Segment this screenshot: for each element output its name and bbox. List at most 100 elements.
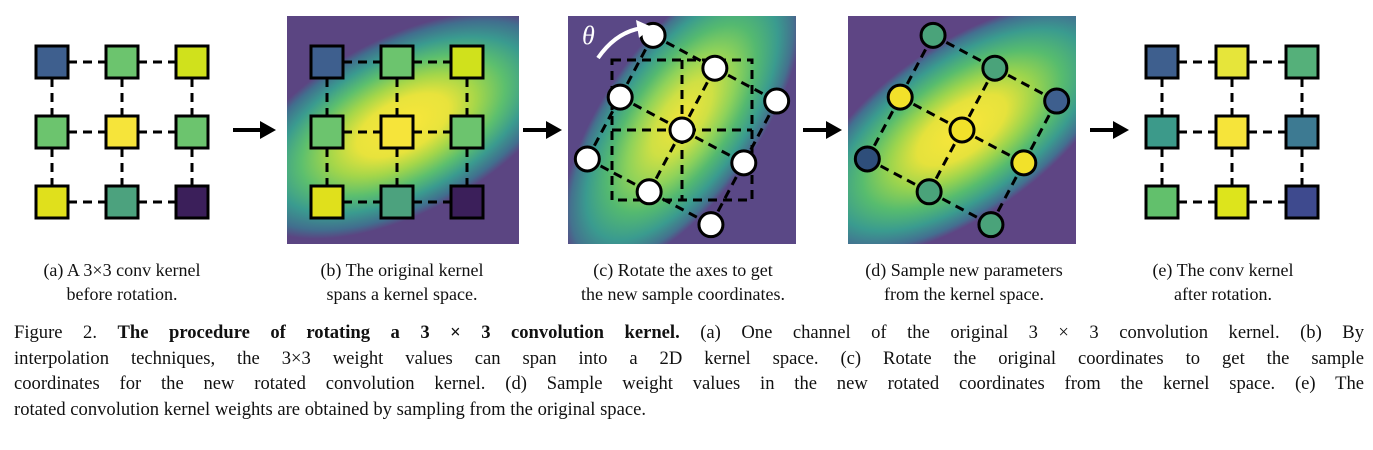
kernel-cell (1284, 184, 1320, 220)
arrow-right-icon (523, 121, 562, 139)
kernel-cell (1214, 44, 1250, 80)
subcaption-d-line2: from the kernel space. (884, 284, 1044, 304)
kernel-cell (34, 114, 70, 150)
kernel-cell (34, 184, 70, 220)
rotated-edge (989, 162, 1026, 226)
kernel-cell (174, 114, 210, 150)
subcaption-d-line1: (d) Sample new parameters (865, 260, 1063, 280)
kernel-cell (104, 184, 140, 220)
panel-b-kernel-space (287, 16, 519, 244)
subcaption-b-line2: spans a kernel space. (326, 284, 478, 304)
rotated-edge (652, 34, 716, 70)
rotated-edge (586, 157, 650, 194)
subcaption-c-line2: the new sample coordinates. (581, 284, 785, 304)
sample-point (573, 145, 601, 173)
caption-line-4: rotated convolution kernel weights are o… (14, 398, 647, 420)
kernel-cell (104, 114, 140, 150)
rotation-arrow-icon (596, 20, 652, 60)
panel-c-rotated-axes: θ (568, 16, 796, 244)
caption-line-3: coordinates for the new rotated convolut… (14, 373, 1364, 394)
arrow-right-icon (803, 121, 842, 139)
arrow-right-icon (233, 121, 276, 139)
sampled-point (853, 145, 881, 173)
caption-line-1: Figure 2. The procedure of rotating a 3 … (14, 320, 1364, 346)
subcaption-e-line1: (e) The conv kernel (1152, 260, 1294, 280)
kernel-cell (309, 184, 345, 220)
sampled-point (981, 54, 1009, 82)
rotated-edge (647, 129, 684, 193)
rotated-edge (648, 190, 712, 226)
subcaption-e: (e) The conv kernel after rotation. (1118, 258, 1328, 306)
sampled-point (915, 178, 943, 206)
kernel-cell (449, 44, 485, 80)
rotated-edge (709, 162, 746, 226)
kernel-cell (1214, 114, 1250, 150)
subcaption-b-line1: (b) The original kernel (320, 260, 484, 280)
panel-d-sampled-points (848, 16, 1076, 244)
rotated-edge (898, 34, 935, 98)
kernel-cell (449, 184, 485, 220)
sample-point (668, 116, 696, 144)
subcaption-c: (c) Rotate the axes to get the new sampl… (552, 258, 814, 306)
subcaption-e-line2: after rotation. (1174, 284, 1272, 304)
rotated-edge (1022, 100, 1058, 164)
rotated-edge (928, 190, 992, 226)
sampled-point (1010, 149, 1038, 177)
sampled-point (1043, 87, 1071, 115)
rotated-edge (932, 34, 996, 70)
subcaption-a-line1: (a) A 3×3 conv kernel (43, 260, 201, 280)
kernel-cell (104, 44, 140, 80)
panel-a-kernel (34, 44, 210, 220)
kernel-cell (379, 114, 415, 150)
rotated-edge (714, 66, 778, 103)
rotated-edge (899, 95, 963, 132)
rotated-edge (618, 34, 655, 98)
kernel-cell (174, 44, 210, 80)
kernel-cell (1214, 184, 1250, 220)
kernel-cell (1144, 44, 1180, 80)
sample-point (763, 87, 791, 115)
rotated-edge (681, 128, 745, 165)
kernel-cell (1284, 44, 1320, 80)
subcaption-c-line1: (c) Rotate the axes to get (593, 260, 773, 280)
sample-point (635, 178, 663, 206)
kernel-cell (34, 44, 70, 80)
kernel-cell (379, 44, 415, 80)
kernel-cell (379, 184, 415, 220)
rotated-edge (619, 95, 683, 132)
kernel-cell (1284, 114, 1320, 150)
rotated-edge (586, 96, 622, 160)
subcaption-a: (a) A 3×3 conv kernel before rotation. (12, 258, 232, 306)
panel-e-rotated-kernel (1144, 44, 1320, 220)
rotated-edge (680, 67, 717, 131)
subcaption-a-line2: before rotation. (66, 284, 178, 304)
caption-title: The procedure of rotating a 3 × 3 convol… (117, 322, 680, 343)
rotated-edge (960, 67, 997, 131)
sample-point (697, 211, 725, 239)
caption-label: Figure 2. (14, 322, 118, 343)
kernel-cell (309, 114, 345, 150)
theta-label: θ (582, 21, 595, 50)
rotated-edge (866, 157, 930, 194)
rotated-edge (994, 66, 1058, 103)
sampled-point (886, 83, 914, 111)
caption-line-2: interpolation techniques, the 3×3 weight… (14, 347, 1364, 369)
sampled-point (977, 211, 1005, 239)
kernel-cell (309, 44, 345, 80)
sample-point (606, 83, 634, 111)
kernel-cell (1144, 184, 1180, 220)
rotated-edge (961, 128, 1025, 165)
kernel-cell (1144, 114, 1180, 150)
subcaption-d: (d) Sample new parameters from the kerne… (846, 258, 1082, 306)
sample-point (701, 54, 729, 82)
caption-text: (a) One channel of the original 3 × 3 co… (679, 322, 1364, 343)
sample-point (730, 149, 758, 177)
kernel-cell (449, 114, 485, 150)
arrow-right-icon (1090, 121, 1129, 139)
rotated-edge (866, 96, 902, 160)
sampled-point (919, 21, 947, 49)
sampled-point (948, 116, 976, 144)
kernel-cell (174, 184, 210, 220)
subcaption-b: (b) The original kernel spans a kernel s… (286, 258, 518, 306)
